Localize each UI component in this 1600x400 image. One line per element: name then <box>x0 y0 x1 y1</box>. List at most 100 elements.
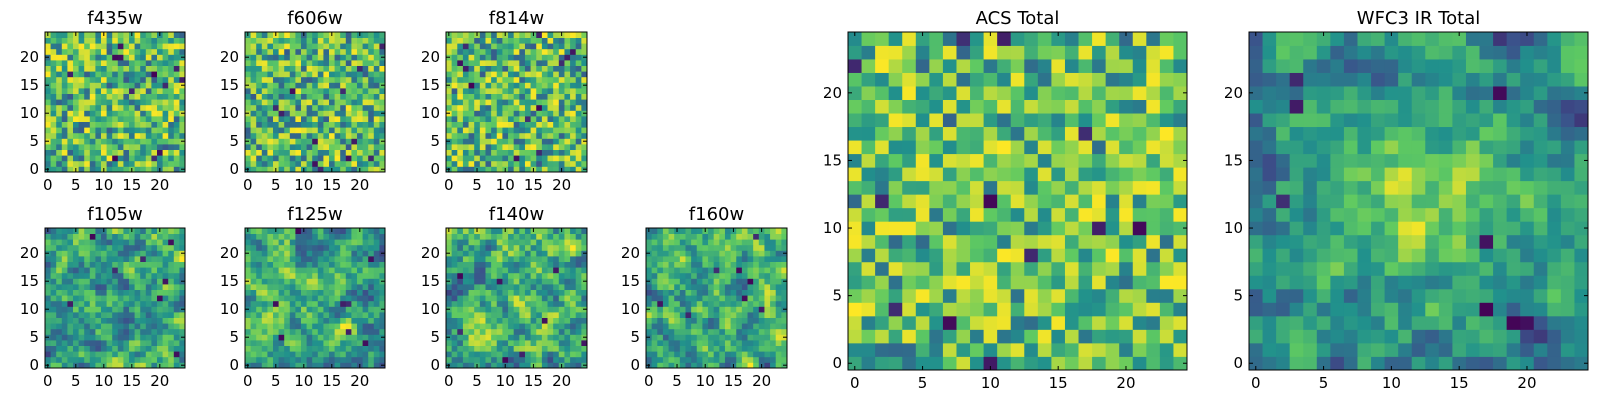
heatmap-cell <box>741 295 748 302</box>
heatmap-cell <box>112 228 119 234</box>
heatmap-cell <box>553 340 560 346</box>
heatmap-cell <box>1173 248 1188 263</box>
heatmap-cell <box>162 155 169 162</box>
heatmap-cell <box>56 166 63 173</box>
heatmap-cell <box>719 356 726 363</box>
heatmap-cell <box>61 278 68 285</box>
heatmap-cell <box>50 250 57 257</box>
heatmap-cell <box>134 284 141 290</box>
heatmap-cell <box>485 328 492 335</box>
heatmap-cell <box>162 244 169 251</box>
heatmap-cell <box>485 155 492 162</box>
heatmap-cell <box>301 116 307 122</box>
heatmap-cell <box>379 76 386 83</box>
heatmap-cell <box>289 267 296 274</box>
heatmap-cell <box>50 155 57 162</box>
heatmap-cell <box>662 340 669 346</box>
heatmap-cell <box>329 132 335 139</box>
heatmap-cell <box>651 328 658 335</box>
heatmap-cell <box>157 289 163 296</box>
heatmap-cell <box>496 65 503 72</box>
heatmap-cell <box>708 228 715 234</box>
heatmap-cell <box>379 300 386 307</box>
heatmap-cell <box>724 261 731 268</box>
heatmap-cell <box>278 60 285 66</box>
heatmap-cell <box>519 228 526 234</box>
heatmap-cell <box>1119 221 1134 236</box>
heatmap-cell <box>84 345 91 352</box>
heatmap-cell <box>89 76 96 83</box>
heatmap-cell <box>708 317 715 324</box>
heatmap-cell <box>89 356 96 363</box>
heatmap-cell <box>112 267 119 274</box>
heatmap-cell <box>564 104 571 111</box>
heatmap-cell <box>651 284 658 290</box>
heatmap-cell <box>45 244 51 251</box>
heatmap-cell <box>446 295 453 302</box>
heatmap-cell <box>696 278 703 285</box>
heatmap-cell <box>997 180 1012 195</box>
heatmap-cell <box>451 138 458 145</box>
heatmap-cell <box>312 37 319 44</box>
heatmap-cell <box>112 82 119 89</box>
heatmap-cell <box>570 48 577 55</box>
heatmap-cell <box>145 328 152 335</box>
heatmap-cell <box>547 272 554 279</box>
heatmap-cell <box>564 76 571 83</box>
heatmap-cell <box>368 71 375 78</box>
heatmap-cell <box>345 233 352 240</box>
heatmap-cell <box>250 289 257 296</box>
heatmap-cell <box>179 244 186 251</box>
heatmap-cell <box>462 272 469 279</box>
heatmap-cell <box>73 71 79 78</box>
heatmap-cell <box>106 362 113 369</box>
heatmap-cell <box>145 334 152 341</box>
heatmap-cell <box>117 284 124 290</box>
heatmap-cell <box>123 340 130 346</box>
heatmap-cell <box>106 284 113 290</box>
heatmap-cell <box>724 295 731 302</box>
heatmap-cell <box>112 306 119 313</box>
heatmap-cell <box>662 312 669 318</box>
heatmap-cell <box>289 37 296 44</box>
heatmap-cell <box>674 233 681 240</box>
heatmap-cell <box>173 121 180 128</box>
heatmap-cell <box>496 334 503 341</box>
heatmap-cell <box>736 362 743 369</box>
heatmap-cell <box>474 93 481 100</box>
heatmap-cell <box>261 54 268 61</box>
heatmap-cell <box>284 351 291 358</box>
heatmap-cell <box>770 239 777 246</box>
heatmap-cell <box>56 272 63 279</box>
heatmap-cell <box>289 233 296 240</box>
heatmap-cell <box>45 317 51 324</box>
heatmap-cell <box>340 54 347 61</box>
heatmap-cell <box>485 244 492 251</box>
heatmap-cell <box>278 144 285 150</box>
heatmap-cell <box>547 289 554 296</box>
heatmap-cell <box>685 233 692 240</box>
heatmap-cell <box>129 334 135 341</box>
heatmap-cell <box>570 60 577 66</box>
heatmap-cell <box>278 104 285 111</box>
heatmap-cell <box>513 233 520 240</box>
heatmap-cell <box>329 43 335 50</box>
plot-frame <box>244 31 386 173</box>
heatmap-cell <box>564 65 571 72</box>
heatmap-cell <box>674 300 681 307</box>
heatmap-cell <box>702 351 709 358</box>
heatmap-cell <box>117 317 124 324</box>
heatmap-cell <box>162 43 169 50</box>
heatmap-cell <box>61 104 68 111</box>
heatmap-cell <box>474 300 481 307</box>
heatmap-cell <box>491 116 498 122</box>
heatmap-cell <box>267 48 274 55</box>
heatmap-cell <box>89 300 96 307</box>
heatmap-cell <box>284 65 291 72</box>
heatmap-cell <box>129 138 135 145</box>
heatmap-cell <box>84 289 91 296</box>
x-tick-label: 5 <box>472 176 482 194</box>
heatmap-cell <box>457 278 464 285</box>
heatmap-cell <box>502 345 509 352</box>
